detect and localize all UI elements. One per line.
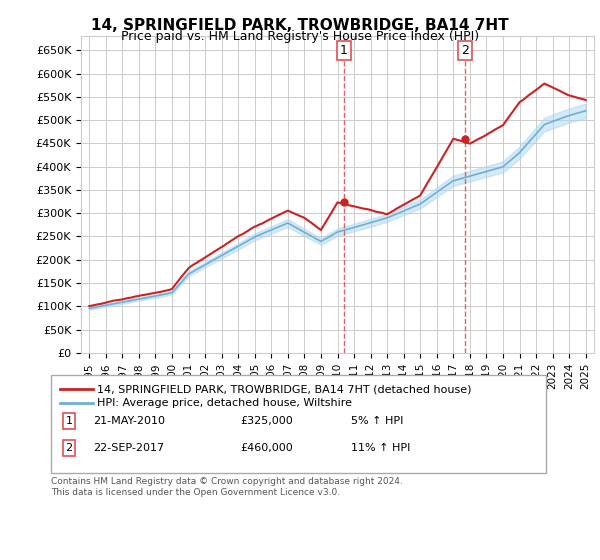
Text: 5% ↑ HPI: 5% ↑ HPI — [351, 416, 403, 426]
Text: 11% ↑ HPI: 11% ↑ HPI — [351, 443, 410, 453]
Text: 1: 1 — [65, 416, 73, 426]
Text: 2: 2 — [461, 44, 469, 57]
Text: HPI: Average price, detached house, Wiltshire: HPI: Average price, detached house, Wilt… — [97, 398, 352, 408]
Text: Contains HM Land Registry data © Crown copyright and database right 2024.
This d: Contains HM Land Registry data © Crown c… — [51, 477, 403, 497]
Text: 14, SPRINGFIELD PARK, TROWBRIDGE, BA14 7HT (detached house): 14, SPRINGFIELD PARK, TROWBRIDGE, BA14 7… — [97, 384, 472, 394]
Text: 22-SEP-2017: 22-SEP-2017 — [93, 443, 164, 453]
Text: £325,000: £325,000 — [240, 416, 293, 426]
Text: £460,000: £460,000 — [240, 443, 293, 453]
Text: Price paid vs. HM Land Registry's House Price Index (HPI): Price paid vs. HM Land Registry's House … — [121, 30, 479, 43]
Text: 2: 2 — [65, 443, 73, 453]
Text: 14, SPRINGFIELD PARK, TROWBRIDGE, BA14 7HT: 14, SPRINGFIELD PARK, TROWBRIDGE, BA14 7… — [91, 18, 509, 33]
Text: 1: 1 — [340, 44, 347, 57]
Text: 21-MAY-2010: 21-MAY-2010 — [93, 416, 165, 426]
